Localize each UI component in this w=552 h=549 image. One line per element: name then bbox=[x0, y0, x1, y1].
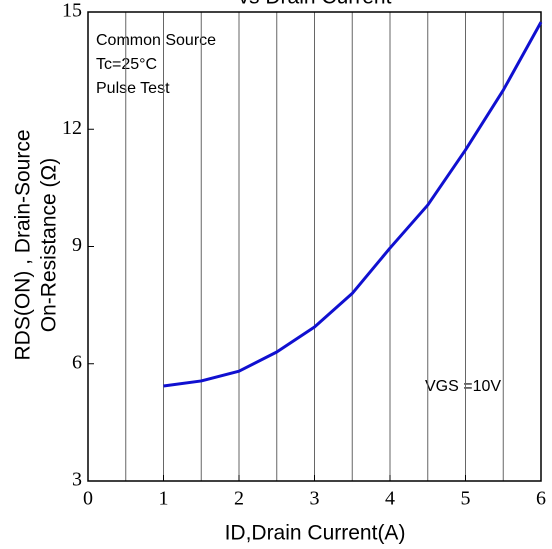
annotation: Tc=25°C bbox=[96, 56, 157, 73]
annotation: Pulse Test bbox=[96, 80, 170, 97]
x-tick-label: 3 bbox=[310, 488, 320, 510]
chart-title: vs Drain Current bbox=[239, 0, 392, 9]
y-tick-label: 9 bbox=[72, 234, 82, 256]
annotation: Common Source bbox=[96, 32, 216, 49]
x-tick-label: 4 bbox=[385, 488, 395, 510]
y-axis-label: RDS(ON) , Drain-Source bbox=[12, 129, 35, 360]
y-tick-label: 15 bbox=[62, 0, 82, 22]
y-axis-label: On-Resistance (Ω) bbox=[38, 158, 61, 332]
y-tick-label: 12 bbox=[62, 117, 82, 139]
line-series bbox=[163, 21, 543, 388]
x-tick-label: 1 bbox=[159, 488, 169, 510]
x-tick-label: 5 bbox=[461, 488, 471, 510]
x-tick-label: 0 bbox=[83, 488, 93, 510]
x-axis-label: ID,Drain Current(A) bbox=[225, 522, 406, 545]
x-tick-label: 6 bbox=[536, 488, 546, 510]
y-tick-label: 6 bbox=[72, 351, 82, 373]
legend-label: VGS =10V bbox=[425, 378, 501, 395]
plot-frame bbox=[87, 11, 542, 482]
y-tick-label: 3 bbox=[72, 469, 82, 491]
x-tick-label: 2 bbox=[234, 488, 244, 510]
